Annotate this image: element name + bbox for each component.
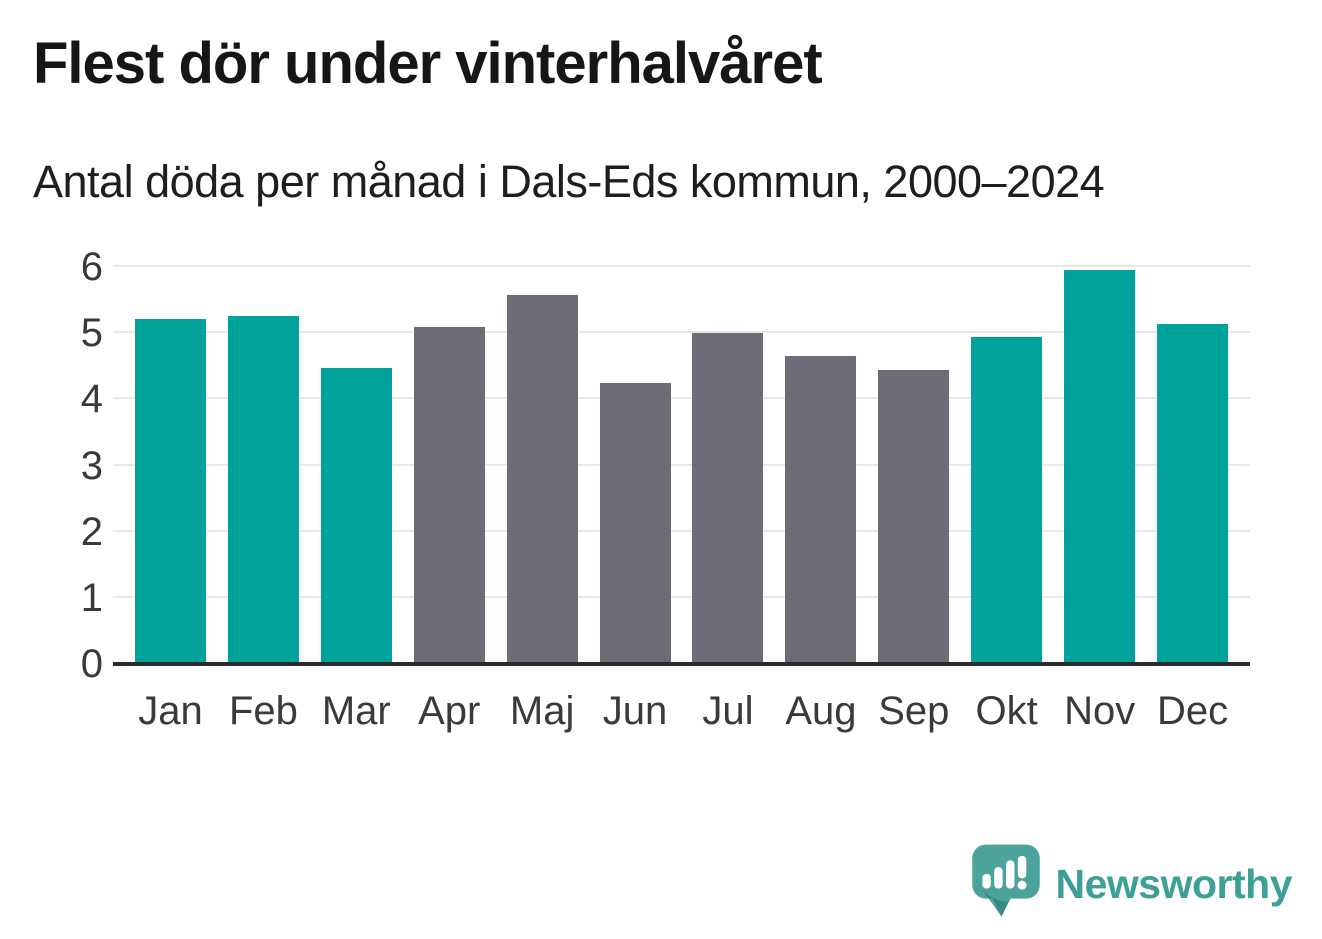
x-axis-label-jul: Jul	[702, 689, 754, 733]
x-axis-label-maj: Maj	[509, 689, 575, 733]
x-axis-label-sep: Sep	[878, 689, 950, 733]
gridline-6	[113, 265, 1250, 267]
x-axis-line	[113, 662, 1250, 666]
gridline-5	[113, 331, 1250, 334]
chart-title: Flest dör under vinterhalvåret	[33, 31, 823, 96]
gridline-3	[113, 463, 1250, 466]
newsworthy-wordmark: Newsworthy	[1055, 861, 1293, 907]
gridline-2	[113, 529, 1250, 532]
bar-mar	[320, 367, 392, 664]
y-axis-tick-label-1: 1	[80, 575, 103, 620]
y-axis-tick-label-2: 2	[80, 509, 103, 554]
bar-chart-plot	[113, 265, 1250, 666]
x-axis-label-feb: Feb	[228, 689, 298, 733]
bar-maj	[506, 294, 578, 664]
gridline-1	[113, 595, 1250, 598]
y-axis-tick-label-0: 0	[80, 642, 103, 686]
y-axis-tick-label-6: 6	[80, 245, 103, 289]
x-axis-label-aug: Aug	[785, 689, 857, 733]
chart-subtitle: Antal döda per månad i Dals-Eds kommun, …	[33, 156, 1105, 207]
x-axis-label-okt: Okt	[975, 689, 1038, 733]
bar-jan	[135, 318, 206, 664]
x-axis-label-apr: Apr	[418, 689, 481, 733]
x-axis: Jan Feb Mar Apr Maj Jun Jul Aug Sep Okt Nov Dec	[113, 688, 1250, 734]
y-axis-tick-label-5: 5	[80, 311, 103, 356]
x-axis-label-nov: Nov	[1064, 689, 1136, 733]
x-axis-label-jun: Jun	[602, 689, 668, 733]
y-axis-tick-label-3: 3	[80, 443, 103, 488]
x-axis-label-mar: Mar	[321, 689, 391, 733]
bar-apr	[413, 326, 485, 664]
x-axis-label-dec: Dec	[1156, 689, 1229, 733]
bar-aug	[785, 356, 857, 664]
newsworthy-logo: Newsworthy	[970, 842, 1293, 926]
bar-jun	[599, 383, 671, 664]
newsworthy-icon	[971, 844, 1040, 917]
bar-sep	[878, 369, 950, 664]
bar-series	[113, 267, 1250, 664]
bar-nov	[1064, 269, 1136, 664]
y-axis: 0 1 2 3 4 5 6	[28, 247, 103, 684]
bar-jul	[692, 332, 764, 664]
y-axis-tick-label-4: 4	[80, 377, 103, 422]
bar-feb	[227, 315, 299, 664]
bar-dec	[1156, 323, 1228, 664]
bar-okt	[971, 337, 1043, 664]
x-axis-label-jan: Jan	[138, 689, 203, 733]
gridline-4	[113, 397, 1250, 400]
